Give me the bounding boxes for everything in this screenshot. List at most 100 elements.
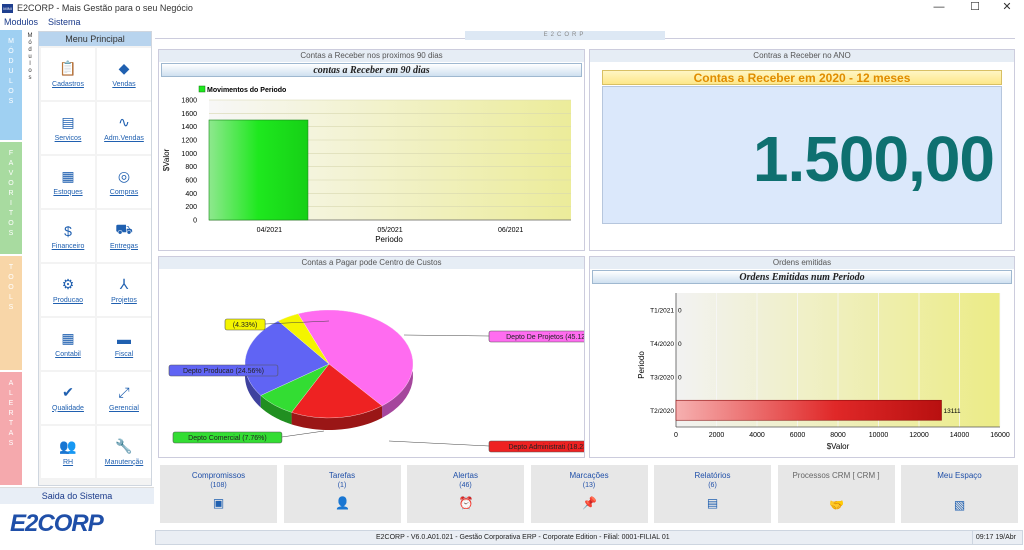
pie-leader-line xyxy=(265,320,330,325)
menu-tile-manuten-o[interactable]: 🔧 Manutenção xyxy=(97,426,151,478)
tab-modulos[interactable]: MÓDULOS xyxy=(0,30,22,140)
tile-relatórios[interactable]: Relatórios (6) ▤ xyxy=(654,465,771,523)
tab-modulos-label: MÓDULOS xyxy=(7,38,15,108)
y-tick-label: 600 xyxy=(185,178,197,185)
tile-marcações[interactable]: Marcações (13) 📌 xyxy=(530,465,648,523)
menu-tile-adm-vendas[interactable]: ∿ Adm.Vendas xyxy=(97,102,151,154)
tile-compromissos[interactable]: Compromissos (108) ▣ xyxy=(160,465,277,523)
coins-icon: ◎ xyxy=(115,168,133,185)
tile-title: Meu Espaço xyxy=(937,471,982,480)
top-strip: E2CORP xyxy=(155,31,1015,40)
bar-04/2021[interactable] xyxy=(208,119,309,221)
expand-icon-glyph: ⤢ xyxy=(118,384,130,400)
tile-count: (1) xyxy=(337,482,347,489)
app-icon: MINI xyxy=(2,3,13,13)
menu-tile-label: Vendas xyxy=(112,80,136,88)
tile-meu-espaço[interactable]: Meu Espaço ▧ xyxy=(901,465,1018,523)
title-bar: MINI E2CORP - Mais Gestão para o seu Neg… xyxy=(0,0,1024,16)
status-time: 09:17 19/Abr xyxy=(971,531,1016,545)
menu-tile-vendas[interactable]: ◆ Vendas xyxy=(97,48,151,100)
people-icon-glyph: 👥 xyxy=(59,438,77,454)
chart-pagar-pie: Depto De Projetos (45.12%) Depto Administ… xyxy=(168,309,584,453)
menu-tile-qualidade[interactable]: ✔ Qualidade xyxy=(41,372,95,424)
report-icon: ▤ xyxy=(706,496,719,510)
x-tick-label: 04/2021 xyxy=(257,227,282,234)
close-button[interactable]: ✕ xyxy=(1002,1,1012,13)
printer-icon-glyph: ▬ xyxy=(117,330,131,347)
menu-sistema[interactable]: Sistema xyxy=(48,17,81,27)
tile-tarefas[interactable]: Tarefas (1) 👤 xyxy=(283,465,401,523)
x-tick-label: 06/2021 xyxy=(498,227,523,234)
clipboard-icon-glyph: 📋 xyxy=(59,60,77,76)
pie-slice[interactable] xyxy=(297,309,414,407)
tab-alertas[interactable]: ALERTAS xyxy=(0,372,22,485)
panel-receber-ano-header: Contras a Receber no ANO xyxy=(590,50,1014,62)
menu-tile-estoques[interactable]: ▦ Estoques xyxy=(41,156,95,208)
tab-favoritos[interactable]: FAVORITOS xyxy=(0,142,22,254)
people-icon: 👥 xyxy=(59,438,77,455)
menu-tile-projetos[interactable]: ⅄ Projetos xyxy=(97,264,151,316)
gears-icon: ⚙ xyxy=(59,276,77,293)
menu-tile-compras[interactable]: ◎ Compras xyxy=(97,156,151,208)
menu-tile-cadastros[interactable]: 📋 Cadastros xyxy=(41,48,95,100)
menu-tile-label: Financeiro xyxy=(51,242,85,250)
tab-alertas-label: ALERTAS xyxy=(7,380,15,450)
y-tick-label: 1200 xyxy=(181,138,197,145)
menu-tile-financeiro[interactable]: $ Financeiro xyxy=(41,210,95,262)
window-title: E2CORP - Mais Gestão para o seu Negócio xyxy=(17,3,193,13)
panel-receber-90: Contas a Receber nos proximos 90 dias co… xyxy=(158,49,585,251)
y-tick-label: 0 xyxy=(193,218,197,225)
x-tick-label: 14000 xyxy=(950,432,970,439)
pie-label: Depto Producao (24.56%) xyxy=(183,368,264,375)
pie-slice-side xyxy=(260,395,292,425)
pie-slice[interactable] xyxy=(244,320,330,396)
boxes-icon: ▦ xyxy=(59,168,77,185)
menu-tile-contabil[interactable]: ▦ Contabil xyxy=(41,318,95,370)
y-tick-label: 800 xyxy=(185,164,197,171)
side-tabs: MÓDULOS FAVORITOS TOOLS ALERTAS xyxy=(0,30,22,486)
sales-icon-glyph: ◆ xyxy=(118,60,130,76)
check-icon: ✔ xyxy=(59,384,77,401)
pie-slice-side xyxy=(291,405,383,430)
pie-label: Depto Comercial (7.76%) xyxy=(188,435,267,442)
id-card-icon: ▤ xyxy=(59,114,77,131)
menu-tile-entregas[interactable]: ⛟ Entregas xyxy=(97,210,151,262)
dollar-icon: $ xyxy=(59,223,77,239)
menu-tile-gerencial[interactable]: ⤢ Gerencial xyxy=(97,372,151,424)
menu-tile-producao[interactable]: ⚙ Producao xyxy=(41,264,95,316)
handshake-icon: 🤝 xyxy=(829,498,844,512)
pie-slice[interactable] xyxy=(291,363,383,419)
minimize-button[interactable]: — xyxy=(933,1,945,13)
tile-title: Processos CRM [ CRM ] xyxy=(792,471,880,480)
tab-modulos-sub[interactable]: Módulos xyxy=(22,33,38,93)
menu-bar: Modulos Sistema xyxy=(0,16,1024,28)
tab-tools[interactable]: TOOLS xyxy=(0,256,22,370)
tile-alertas[interactable]: Alertas (46) ⏰ xyxy=(407,465,524,523)
menu-modulos[interactable]: Modulos xyxy=(4,17,39,27)
pie-slice[interactable] xyxy=(277,313,330,365)
maximize-button[interactable]: ☐ xyxy=(970,1,980,13)
tile-count: (6) xyxy=(708,482,717,489)
tile-title: Marcações xyxy=(569,471,609,480)
expand-icon: ⤢ xyxy=(115,384,133,401)
logo-area: Saida do Sistema E2CORP xyxy=(0,487,154,549)
e2corp-logo: E2CORP xyxy=(10,510,104,537)
panel-receber-ano: Contras a Receber no ANO Contas a Recebe… xyxy=(589,49,1015,251)
exit-system-button[interactable]: Saida do Sistema xyxy=(0,488,154,504)
bar-T2/2020[interactable] xyxy=(675,399,942,421)
tile-processos-crm-crm[interactable]: Processos CRM [ CRM ] 🤝 xyxy=(777,465,895,523)
trend-icon-glyph: ∿ xyxy=(118,114,130,130)
menu-tile-fiscal[interactable]: ▬ Fiscal xyxy=(97,318,151,370)
y-tick-label: 1800 xyxy=(181,98,197,105)
menu-principal: Menu Principal 📋 Cadastros ◆ Vendas ▤ Servico… xyxy=(38,31,152,486)
check-icon-glyph: ✔ xyxy=(62,384,74,400)
y-tick-label: 1400 xyxy=(181,124,197,131)
x-tick-label: 05/2021 xyxy=(377,227,402,234)
x-tick-label: 8000 xyxy=(830,432,846,439)
menu-tile-servicos[interactable]: ▤ Servicos xyxy=(41,102,95,154)
pie-leader-line xyxy=(388,440,490,447)
menu-tile-rh[interactable]: 👥 RH xyxy=(41,426,95,478)
menu-tile-label: Compras xyxy=(109,188,139,196)
y-tick-label: T1/2021 xyxy=(650,307,674,314)
wrench-icon: 🔧 xyxy=(115,438,133,455)
